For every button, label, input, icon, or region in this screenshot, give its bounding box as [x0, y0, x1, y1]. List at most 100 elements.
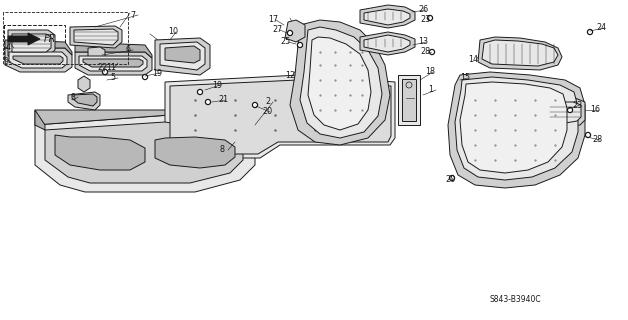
- Text: 23: 23: [572, 100, 582, 109]
- Text: 19: 19: [212, 81, 222, 90]
- Circle shape: [254, 104, 256, 106]
- Text: 20: 20: [445, 175, 455, 185]
- Polygon shape: [398, 75, 420, 125]
- Polygon shape: [75, 42, 152, 58]
- Text: 4: 4: [6, 44, 11, 52]
- Polygon shape: [35, 110, 45, 130]
- Polygon shape: [482, 40, 558, 66]
- Polygon shape: [160, 42, 205, 70]
- Polygon shape: [35, 110, 255, 145]
- Text: 7: 7: [130, 11, 135, 20]
- Text: 26: 26: [418, 5, 428, 14]
- Polygon shape: [448, 72, 585, 188]
- Text: 10: 10: [168, 28, 178, 36]
- Polygon shape: [155, 137, 235, 168]
- Text: FR.: FR.: [44, 34, 60, 44]
- Text: 19: 19: [152, 68, 162, 77]
- Text: 12: 12: [285, 70, 295, 79]
- Text: 6: 6: [125, 45, 130, 54]
- Polygon shape: [364, 9, 410, 25]
- Circle shape: [288, 30, 293, 36]
- Polygon shape: [9, 52, 67, 68]
- Circle shape: [289, 32, 291, 34]
- Polygon shape: [83, 59, 143, 67]
- Circle shape: [428, 15, 433, 20]
- Text: 24: 24: [596, 23, 606, 33]
- Polygon shape: [68, 92, 100, 110]
- Text: 22: 22: [97, 63, 107, 73]
- Polygon shape: [70, 26, 122, 48]
- Text: 27: 27: [272, 26, 282, 35]
- Polygon shape: [72, 94, 97, 106]
- Circle shape: [207, 101, 209, 103]
- Polygon shape: [402, 79, 416, 121]
- Circle shape: [102, 69, 107, 75]
- Text: 11: 11: [106, 63, 116, 73]
- Circle shape: [197, 90, 202, 94]
- Text: 21: 21: [218, 95, 228, 105]
- Circle shape: [205, 100, 210, 105]
- Text: 18: 18: [425, 68, 435, 76]
- Polygon shape: [55, 135, 145, 170]
- Polygon shape: [45, 122, 243, 183]
- Circle shape: [252, 102, 257, 108]
- Circle shape: [587, 134, 589, 136]
- Polygon shape: [290, 20, 390, 145]
- Polygon shape: [460, 82, 567, 173]
- Polygon shape: [308, 37, 371, 130]
- Text: 20: 20: [262, 108, 272, 116]
- Polygon shape: [13, 56, 63, 64]
- Polygon shape: [300, 27, 382, 138]
- Circle shape: [143, 75, 148, 79]
- Circle shape: [431, 51, 433, 53]
- Polygon shape: [455, 77, 578, 180]
- Polygon shape: [88, 47, 105, 62]
- Text: 2: 2: [265, 98, 270, 107]
- Circle shape: [406, 82, 412, 88]
- Circle shape: [585, 132, 590, 138]
- Polygon shape: [35, 115, 255, 192]
- Text: 14: 14: [468, 55, 478, 65]
- Polygon shape: [12, 34, 51, 52]
- Text: 5: 5: [110, 74, 115, 83]
- Polygon shape: [285, 20, 305, 42]
- Polygon shape: [8, 30, 55, 56]
- Text: 28: 28: [592, 135, 602, 145]
- Polygon shape: [79, 56, 147, 71]
- Polygon shape: [478, 37, 562, 70]
- Text: 16: 16: [590, 106, 600, 115]
- Polygon shape: [155, 38, 210, 75]
- Circle shape: [198, 91, 201, 93]
- Circle shape: [144, 76, 146, 78]
- Text: 28: 28: [420, 47, 430, 57]
- Text: 8: 8: [220, 146, 225, 155]
- Text: 9: 9: [3, 58, 8, 67]
- Circle shape: [588, 29, 592, 35]
- Polygon shape: [8, 33, 40, 45]
- Polygon shape: [165, 46, 200, 63]
- Text: S843-B3940C: S843-B3940C: [490, 295, 541, 305]
- Polygon shape: [75, 52, 152, 75]
- Text: 25: 25: [280, 37, 290, 46]
- Circle shape: [450, 175, 455, 180]
- Text: 15: 15: [460, 74, 470, 83]
- Circle shape: [298, 43, 303, 47]
- Circle shape: [104, 71, 106, 73]
- Polygon shape: [165, 75, 395, 158]
- Polygon shape: [170, 80, 391, 154]
- Circle shape: [589, 31, 591, 33]
- Polygon shape: [5, 48, 72, 72]
- Circle shape: [569, 109, 571, 111]
- Circle shape: [430, 50, 435, 54]
- Circle shape: [568, 108, 573, 113]
- Circle shape: [429, 17, 431, 19]
- Polygon shape: [360, 5, 415, 28]
- Polygon shape: [360, 32, 415, 55]
- Polygon shape: [74, 29, 118, 45]
- Polygon shape: [78, 76, 90, 92]
- Polygon shape: [5, 40, 72, 55]
- Polygon shape: [364, 35, 410, 52]
- Text: 1: 1: [428, 85, 433, 94]
- Circle shape: [299, 44, 301, 46]
- Text: 17: 17: [268, 15, 278, 25]
